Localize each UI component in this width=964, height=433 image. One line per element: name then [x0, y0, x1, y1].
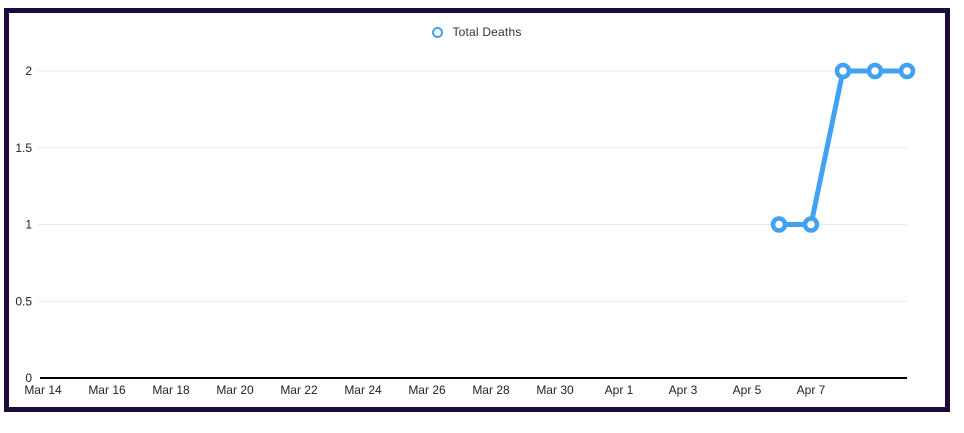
- x-tick-label: Apr 3: [669, 383, 698, 397]
- data-point-marker[interactable]: [805, 219, 817, 231]
- x-tick-label: Mar 30: [536, 383, 574, 397]
- x-tick-label: Apr 7: [797, 383, 826, 397]
- data-point-marker[interactable]: [773, 219, 785, 231]
- y-tick-label: 0.5: [15, 294, 32, 308]
- x-tick-label: Mar 24: [344, 383, 382, 397]
- x-tick-label: Apr 5: [733, 383, 762, 397]
- data-point-marker[interactable]: [837, 65, 849, 77]
- legend-label: Total Deaths: [452, 25, 521, 39]
- data-point-marker[interactable]: [869, 65, 881, 77]
- y-tick-label: 1: [25, 218, 32, 232]
- x-tick-label: Apr 1: [605, 383, 634, 397]
- x-tick-label: Mar 26: [408, 383, 446, 397]
- legend-point-icon: [432, 27, 443, 38]
- x-tick-label: Mar 28: [472, 383, 510, 397]
- legend-item-total-deaths[interactable]: Total Deaths: [9, 24, 945, 40]
- y-tick-label: 1.5: [15, 141, 32, 155]
- x-tick-label: Mar 18: [152, 383, 190, 397]
- line-chart: 00.511.52Mar 14Mar 16Mar 18Mar 20Mar 22M…: [9, 13, 945, 407]
- x-tick-label: Mar 22: [280, 383, 318, 397]
- x-tick-label: Mar 20: [216, 383, 254, 397]
- chart-frame: 00.511.52Mar 14Mar 16Mar 18Mar 20Mar 22M…: [4, 8, 950, 412]
- data-point-marker[interactable]: [901, 65, 913, 77]
- y-tick-label: 2: [25, 64, 32, 78]
- x-tick-label: Mar 16: [88, 383, 126, 397]
- x-tick-label: Mar 14: [24, 383, 62, 397]
